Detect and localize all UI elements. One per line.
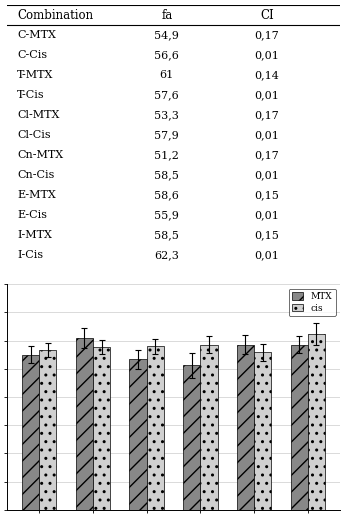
Text: C-Cis: C-Cis: [17, 50, 47, 60]
Text: 61: 61: [160, 70, 174, 80]
Text: T-Cis: T-Cis: [17, 90, 44, 100]
Text: 51,2: 51,2: [154, 150, 179, 160]
Text: fa: fa: [161, 9, 172, 22]
Text: Cn-Cis: Cn-Cis: [17, 170, 54, 180]
Text: Cl-Cis: Cl-Cis: [17, 130, 51, 140]
Bar: [183, 365, 200, 510]
Text: Cl-MTX: Cl-MTX: [17, 110, 59, 120]
Text: 0,14: 0,14: [254, 70, 279, 80]
Bar: [93, 347, 110, 510]
Text: 0,17: 0,17: [254, 110, 279, 120]
Text: 57,6: 57,6: [154, 90, 179, 100]
Text: 0,01: 0,01: [254, 90, 279, 100]
Text: 57,9: 57,9: [154, 130, 179, 140]
Text: 62,3: 62,3: [154, 250, 179, 260]
Text: C-MTX: C-MTX: [17, 30, 56, 40]
Text: 58,6: 58,6: [154, 190, 179, 200]
Bar: [200, 345, 218, 510]
Text: 0,17: 0,17: [254, 30, 279, 40]
Text: CI: CI: [260, 9, 274, 22]
Text: 55,9: 55,9: [154, 210, 179, 220]
Text: Combination: Combination: [17, 9, 93, 22]
Text: I-MTX: I-MTX: [17, 230, 52, 240]
Bar: [290, 345, 308, 510]
Text: I-Cis: I-Cis: [17, 250, 43, 260]
Text: Cn-MTX: Cn-MTX: [17, 150, 63, 160]
Bar: [254, 352, 271, 510]
Text: 0,01: 0,01: [254, 210, 279, 220]
Bar: [39, 350, 57, 510]
Text: 0,15: 0,15: [254, 230, 279, 240]
Text: E-MTX: E-MTX: [17, 190, 56, 200]
Bar: [237, 345, 254, 510]
Text: 0,17: 0,17: [254, 150, 279, 160]
Text: 0,01: 0,01: [254, 170, 279, 180]
Text: 0,15: 0,15: [254, 190, 279, 200]
Bar: [147, 347, 164, 510]
Text: 58,5: 58,5: [154, 170, 179, 180]
Text: 0,01: 0,01: [254, 50, 279, 60]
Text: 0,01: 0,01: [254, 250, 279, 260]
Legend: MTX, cis: MTX, cis: [289, 288, 336, 316]
Bar: [76, 338, 93, 510]
Bar: [22, 355, 39, 510]
Text: 58,5: 58,5: [154, 230, 179, 240]
Text: 53,3: 53,3: [154, 110, 179, 120]
Bar: [308, 334, 325, 510]
Bar: [129, 359, 147, 510]
Text: T-MTX: T-MTX: [17, 70, 53, 80]
Text: 56,6: 56,6: [154, 50, 179, 60]
Text: 54,9: 54,9: [154, 30, 179, 40]
Text: 0,01: 0,01: [254, 130, 279, 140]
Text: E-Cis: E-Cis: [17, 210, 47, 220]
